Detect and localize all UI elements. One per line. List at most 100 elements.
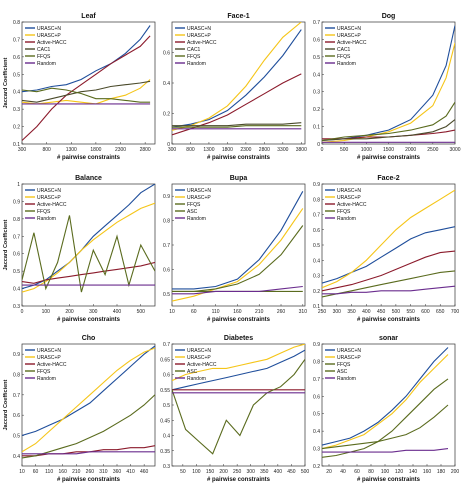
y-tick-label: 0.8 (163, 219, 170, 225)
x-tick-label: 60 (33, 469, 39, 475)
x-tick-label: 550 (406, 309, 415, 315)
x-tick-label: 60 (191, 309, 197, 315)
series-line (172, 22, 302, 131)
legend-label: Active-HACC (337, 202, 367, 208)
legend-label: Random (337, 61, 356, 67)
legend-label: URASC+P (187, 33, 211, 39)
legend-label: Random (337, 216, 356, 222)
y-tick-label: 0.9 (313, 182, 320, 188)
series-line (22, 87, 151, 103)
x-tick-label: 700 (451, 309, 460, 315)
legend-label: URASC+P (337, 33, 361, 39)
legend-label: Active-HACC (37, 362, 67, 368)
series-line (322, 42, 455, 143)
series-line (322, 285, 455, 295)
x-tick-label: 160 (59, 469, 68, 475)
y-tick-label: 0.7 (13, 393, 20, 399)
chart-title: Leaf (81, 13, 96, 20)
x-tick-label: 3000 (449, 147, 460, 153)
legend-label: CAC1 (337, 47, 351, 53)
y-tick-label: 0.5 (13, 72, 20, 78)
x-tick-label: 40 (340, 469, 346, 475)
chart-panel: Leaf 0.1 0.2 0.3 0.4 0.5 0.6 0.7 0.8 300 800 1300 18… (3, 13, 156, 161)
plot-frame (171, 183, 306, 307)
plot-frame (21, 183, 156, 307)
y-axis-label: Jaccard Coefficient (3, 57, 9, 108)
y-tick-label: 0.6 (163, 51, 170, 57)
y-axis-label: Jaccard Coefficient (3, 379, 9, 430)
series-line (22, 394, 155, 459)
chart-title: Face-1 (227, 13, 249, 20)
x-tick-label: 120 (395, 469, 404, 475)
series-line (22, 79, 151, 105)
x-tick-label: 460 (140, 469, 149, 475)
x-axis-label: # pairwise constraints (357, 155, 421, 161)
chart-panel: Face-2 0.1 0.2 0.3 0.4 0.5 0.6 0.7 0.8 0.9 250 300 3… (313, 175, 459, 323)
series-line (322, 101, 455, 142)
x-tick-label: 100 (381, 469, 390, 475)
x-tick-label: 20 (326, 469, 332, 475)
x-tick-label: 110 (45, 469, 53, 475)
x-tick-label: 310 (299, 309, 308, 315)
x-tick-label: 300 (333, 309, 342, 315)
legend-label: Random (37, 61, 56, 67)
series-line (172, 208, 304, 302)
x-tick-label: 60 (354, 469, 360, 475)
x-axis-label: # pairwise constraints (57, 477, 121, 483)
y-tick-label: 0.45 (160, 418, 170, 424)
x-tick-label: 2800 (140, 147, 151, 153)
chart-panel: Balance 0.3 0.4 0.5 0.6 0.7 0.8 0.9 1 0 100 200 300 4… (3, 175, 156, 323)
x-tick-label: 3800 (296, 147, 307, 153)
series-line (172, 29, 302, 128)
legend-label: Random (187, 61, 206, 67)
legend-label: URASC+N (187, 348, 211, 354)
x-tick-label: 260 (86, 469, 95, 475)
x-tick-label: 600 (421, 309, 430, 315)
legend-label: FFQS (187, 202, 201, 208)
y-tick-label: 0.7 (163, 342, 170, 348)
y-tick-label: 0.2 (163, 112, 170, 118)
x-tick-label: 210 (72, 469, 81, 475)
series-line (322, 119, 455, 142)
legend-label: Random (187, 216, 206, 222)
series-line (322, 189, 455, 289)
series-line (22, 215, 155, 293)
x-tick-label: 140 (409, 469, 418, 475)
x-tick-label: 300 (89, 309, 98, 315)
y-tick-label: 0.4 (313, 429, 320, 435)
y-tick-label: 0.2 (13, 125, 20, 131)
y-tick-label: 0.2 (313, 464, 320, 470)
series-line (172, 344, 305, 382)
x-tick-label: 450 (287, 469, 296, 475)
y-tick-label: 0.4 (163, 81, 170, 87)
x-tick-label: 300 (168, 147, 177, 153)
legend-label: URASC+P (37, 355, 61, 361)
y-tick-label: 0.8 (313, 197, 320, 203)
x-axis-label: # pairwise constraints (207, 477, 271, 483)
legend-label: FFQS (337, 209, 351, 215)
legend-label: URASC+P (37, 33, 61, 39)
y-tick-label: 0.1 (313, 125, 320, 131)
x-tick-label: 500 (301, 469, 310, 475)
y-tick-label: 0.3 (13, 304, 20, 310)
series-line (172, 349, 305, 391)
legend-label: Active-HACC (337, 40, 367, 46)
x-tick-label: 3300 (277, 147, 288, 153)
legend-label: Random (337, 376, 356, 382)
y-tick-label: 0.7 (13, 37, 20, 43)
series-line (172, 191, 304, 290)
y-tick-label: 0.9 (13, 199, 20, 205)
plot-frame (321, 21, 456, 145)
y-tick-label: 0.7 (13, 234, 20, 240)
y-tick-label: 0.8 (13, 217, 20, 223)
chart-panel: Cho 0.4 0.5 0.6 0.7 0.8 0.9 10 60 110 160 210 260 310… (3, 335, 156, 483)
legend-label: URASC+N (187, 188, 211, 194)
legend-label: Active-HACC (37, 40, 67, 46)
series-line (322, 404, 449, 450)
y-tick-label: 0 (317, 142, 320, 148)
